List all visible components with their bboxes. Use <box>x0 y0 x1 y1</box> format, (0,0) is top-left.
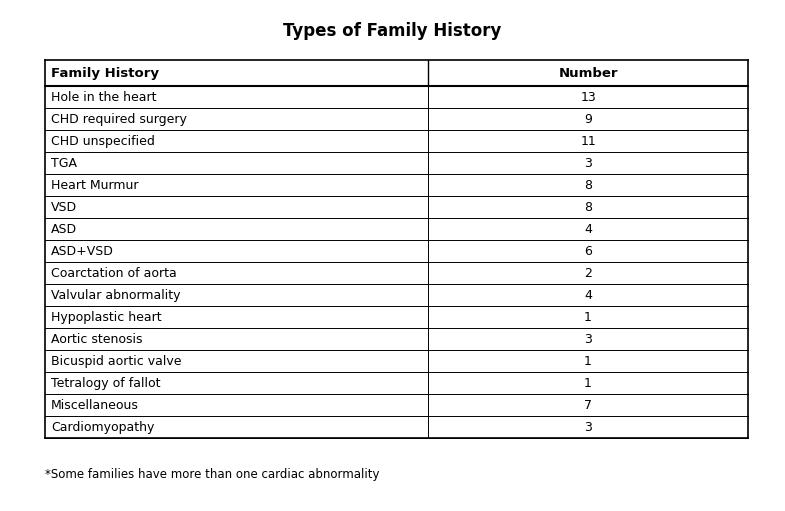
Text: Heart Murmur: Heart Murmur <box>51 178 138 192</box>
Text: 13: 13 <box>580 90 596 104</box>
Text: Coarctation of aorta: Coarctation of aorta <box>51 267 177 280</box>
Text: Cardiomyopathy: Cardiomyopathy <box>51 421 155 433</box>
Text: Types of Family History: Types of Family History <box>283 22 502 40</box>
Text: *Some families have more than one cardiac abnormality: *Some families have more than one cardia… <box>45 468 379 481</box>
Text: 4: 4 <box>584 222 592 236</box>
Text: Family History: Family History <box>51 66 159 80</box>
Text: VSD: VSD <box>51 200 77 214</box>
Text: CHD unspecified: CHD unspecified <box>51 134 155 148</box>
Text: Bicuspid aortic valve: Bicuspid aortic valve <box>51 355 181 367</box>
Text: 3: 3 <box>584 333 592 345</box>
Text: Number: Number <box>558 66 618 80</box>
Text: 11: 11 <box>580 134 596 148</box>
Text: 9: 9 <box>584 112 592 126</box>
Text: 3: 3 <box>584 156 592 170</box>
Text: ASD+VSD: ASD+VSD <box>51 244 114 258</box>
Text: 3: 3 <box>584 421 592 433</box>
Text: 2: 2 <box>584 267 592 280</box>
Text: Hole in the heart: Hole in the heart <box>51 90 156 104</box>
Text: TGA: TGA <box>51 156 77 170</box>
Text: 4: 4 <box>584 289 592 301</box>
Text: 8: 8 <box>584 178 592 192</box>
Text: Valvular abnormality: Valvular abnormality <box>51 289 181 301</box>
Text: Hypoplastic heart: Hypoplastic heart <box>51 311 162 323</box>
Text: 6: 6 <box>584 244 592 258</box>
Text: 7: 7 <box>584 399 592 411</box>
Text: Miscellaneous: Miscellaneous <box>51 399 139 411</box>
Text: 8: 8 <box>584 200 592 214</box>
Text: CHD required surgery: CHD required surgery <box>51 112 187 126</box>
Text: 1: 1 <box>584 377 592 389</box>
Text: 1: 1 <box>584 355 592 367</box>
Text: 1: 1 <box>584 311 592 323</box>
Text: Aortic stenosis: Aortic stenosis <box>51 333 143 345</box>
Text: Tetralogy of fallot: Tetralogy of fallot <box>51 377 160 389</box>
Text: ASD: ASD <box>51 222 77 236</box>
